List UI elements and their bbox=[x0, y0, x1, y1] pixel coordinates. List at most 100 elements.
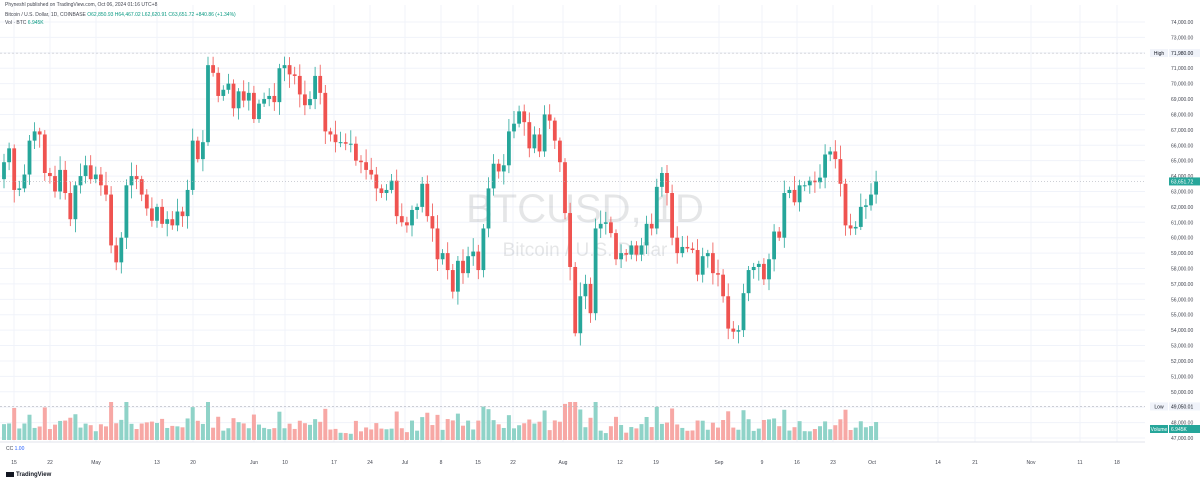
candle bbox=[741, 283, 746, 337]
time-tick-label: 19 bbox=[653, 460, 659, 466]
volume-bar bbox=[318, 421, 323, 440]
candle-body bbox=[807, 180, 812, 186]
time-tick-label: 18 bbox=[1114, 460, 1120, 466]
volume-bar bbox=[246, 428, 251, 440]
price-axis[interactable]: 74,000.0073,000.0072,000.0071,000.0070,0… bbox=[1171, 20, 1193, 442]
candle bbox=[272, 83, 277, 111]
candle bbox=[379, 184, 384, 198]
candle bbox=[262, 92, 266, 108]
candle-body bbox=[501, 165, 506, 172]
volume-bar bbox=[267, 429, 272, 440]
volume-bar bbox=[63, 420, 68, 440]
candle-body bbox=[374, 174, 379, 189]
candle bbox=[124, 179, 129, 250]
candle-body bbox=[731, 328, 736, 332]
candle-body bbox=[558, 140, 562, 163]
candle-body bbox=[675, 237, 680, 254]
volume-bar bbox=[802, 431, 807, 440]
volume-bar bbox=[863, 427, 868, 440]
cc-label: CC bbox=[6, 446, 14, 452]
volume-bar bbox=[200, 423, 205, 440]
candle-body bbox=[456, 260, 460, 292]
candle-body bbox=[185, 189, 190, 217]
candle bbox=[369, 157, 374, 180]
candle-body bbox=[58, 169, 62, 192]
candle bbox=[282, 56, 287, 82]
candle-body bbox=[2, 162, 6, 180]
candle bbox=[114, 237, 119, 271]
volume-bar bbox=[522, 423, 527, 440]
candle bbox=[328, 127, 333, 142]
candle bbox=[690, 242, 695, 254]
volume-bar bbox=[185, 418, 190, 440]
volume-bar bbox=[404, 432, 409, 440]
time-tick-label: 21 bbox=[972, 460, 978, 466]
candle bbox=[348, 130, 353, 153]
candle-body bbox=[415, 206, 419, 210]
volume-bar bbox=[506, 415, 511, 440]
volume-bar bbox=[557, 421, 562, 440]
price-tick-label: 70,000.00 bbox=[1171, 82, 1193, 88]
volume-bar bbox=[777, 426, 782, 440]
candle bbox=[456, 256, 460, 305]
candle-body bbox=[782, 193, 787, 238]
price-tick-label: 52,000.00 bbox=[1171, 359, 1193, 365]
volume-bar bbox=[369, 429, 374, 440]
candle bbox=[134, 164, 139, 190]
candle-body bbox=[833, 151, 838, 160]
candle bbox=[303, 80, 307, 116]
time-axis[interactable]: 15 22 May 13 20 Jun 10 17 24 Jul 8 15 22 Aug 12 19 Sep 9 1… bbox=[11, 460, 1120, 466]
volume-bar bbox=[807, 431, 812, 440]
candle bbox=[160, 199, 164, 228]
candle-body bbox=[802, 185, 807, 187]
candle-body bbox=[685, 246, 690, 249]
price-tick-label: 47,000.00 bbox=[1171, 436, 1193, 442]
time-tick-label: 9 bbox=[761, 460, 764, 466]
candle bbox=[818, 164, 822, 189]
candle bbox=[150, 197, 154, 227]
candle bbox=[195, 136, 200, 163]
high-tag-label: High bbox=[1154, 51, 1165, 57]
candle-body bbox=[134, 176, 139, 180]
candle bbox=[246, 82, 251, 111]
price-tick-label: 64,000.00 bbox=[1171, 174, 1193, 180]
cc-value: 1.00 bbox=[14, 446, 25, 452]
price-tick-label: 63,000.00 bbox=[1171, 189, 1193, 195]
volume-bar bbox=[476, 420, 481, 440]
volume-bar bbox=[756, 428, 761, 440]
price-tick-label: 60,000.00 bbox=[1171, 236, 1193, 242]
tradingview-logo: TradingView bbox=[6, 472, 51, 478]
volume-bar bbox=[751, 430, 756, 440]
volume-bar bbox=[736, 429, 741, 440]
volume-bar bbox=[603, 433, 608, 440]
volume-bar bbox=[410, 420, 414, 440]
candle-body bbox=[598, 223, 603, 229]
candle-body bbox=[27, 140, 32, 175]
volume-bar bbox=[547, 430, 552, 440]
volume-bar bbox=[481, 406, 486, 440]
low-tag-value-bg bbox=[1169, 402, 1200, 411]
candle-body bbox=[175, 211, 180, 226]
high-tag-value-bg bbox=[1169, 49, 1200, 58]
candle bbox=[78, 163, 83, 194]
candle bbox=[27, 135, 32, 185]
volume-bar bbox=[236, 422, 241, 440]
volume-bar bbox=[695, 420, 700, 440]
brand-name: TradingView bbox=[16, 472, 52, 479]
candle-body bbox=[695, 250, 700, 275]
candle bbox=[88, 155, 93, 184]
volume-bar bbox=[812, 429, 817, 440]
candle-body bbox=[42, 134, 47, 173]
candle bbox=[486, 177, 491, 238]
candle-body bbox=[292, 74, 297, 76]
candle-body bbox=[139, 179, 144, 195]
candle bbox=[17, 180, 22, 197]
candle-body bbox=[609, 222, 613, 234]
volume-bar bbox=[583, 427, 588, 440]
candle-body bbox=[792, 189, 797, 203]
candle-body bbox=[481, 228, 486, 271]
candle-body bbox=[150, 208, 154, 221]
candle bbox=[568, 202, 572, 281]
volume-bar bbox=[32, 427, 37, 440]
